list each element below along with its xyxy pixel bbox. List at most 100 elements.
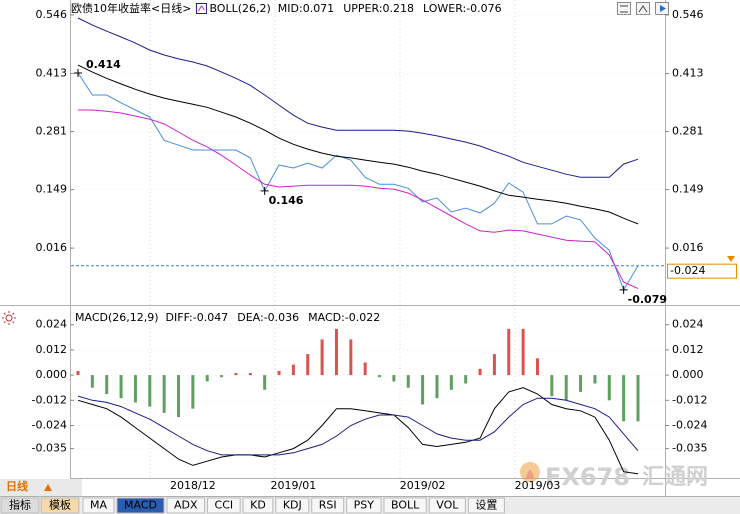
tab[interactable] [116, 497, 165, 514]
series-name: 欧债10年收益率 [71, 1, 151, 15]
extreme-marker [619, 285, 628, 294]
tab-label[interactable]: CCI [215, 499, 234, 512]
last-price-label: -0.024 [670, 264, 705, 277]
button[interactable] [636, 2, 650, 15]
low-label: 0.146 [269, 194, 304, 207]
tab-label[interactable]: 设置 [475, 499, 497, 512]
tab-label[interactable]: KDJ [283, 499, 302, 512]
macd-bar [105, 375, 109, 394]
macd-bar [579, 375, 583, 392]
macd-bar [162, 375, 166, 413]
macd-bar [248, 373, 252, 376]
series-line [77, 387, 639, 475]
macd-bar [507, 328, 511, 376]
tab-label[interactable]: VOL [436, 499, 459, 512]
tab[interactable] [166, 497, 206, 514]
macd-bar [277, 370, 281, 376]
y-tick-label: 0.024 [36, 318, 68, 331]
last-price-box [667, 263, 737, 279]
toolbar-left [0, 479, 82, 496]
tab[interactable] [242, 497, 274, 514]
tab[interactable] [207, 497, 241, 514]
y-tick-label: 0.012 [672, 343, 704, 356]
icon [2, 311, 16, 325]
macd-bar [76, 370, 80, 376]
series-line [77, 72, 639, 292]
tab[interactable] [82, 497, 115, 514]
period: <日线> [151, 1, 191, 15]
y-tick-label: -0.024 [32, 419, 67, 432]
macd-bar [492, 354, 496, 376]
left-tab-label[interactable]: 指标 [9, 498, 31, 512]
x-tick-label: 2019/01 [271, 479, 317, 492]
tab-label[interactable]: ADX [174, 499, 198, 512]
window-buttons[interactable] [617, 2, 669, 15]
tab[interactable] [311, 497, 345, 514]
macd-bar [406, 375, 410, 388]
legend-item: DIFF:-0.047 [166, 311, 229, 324]
period-label[interactable]: 日线 [6, 479, 28, 493]
macd-bar [334, 328, 338, 376]
indicator-icon[interactable] [2, 311, 16, 325]
macd-bar [177, 375, 181, 418]
legend-item: LOWER:-0.076 [423, 2, 502, 15]
y-tick-label: -0.035 [672, 442, 707, 455]
watermark-logo [520, 462, 540, 482]
tab[interactable] [383, 497, 427, 514]
macd-bar [550, 375, 554, 397]
macd-bar [320, 339, 324, 376]
y-tick-label: 0.149 [36, 183, 68, 196]
macd-bar [291, 364, 295, 376]
button[interactable] [617, 2, 631, 15]
macd-bar [636, 375, 640, 422]
macd-bar [220, 375, 224, 378]
tab-label[interactable]: MACD [124, 499, 157, 512]
series-line [77, 395, 639, 456]
macd-bar [133, 375, 137, 403]
tab[interactable] [346, 497, 382, 514]
tab[interactable] [467, 497, 505, 514]
macd-bar [205, 375, 209, 382]
macd-bar [392, 375, 396, 382]
y-tick-label: -0.024 [672, 419, 707, 432]
legend-item: UPPER:0.218 [343, 2, 414, 15]
indicator-icon [198, 5, 205, 12]
icon [660, 5, 666, 12]
macd-bar [535, 358, 539, 376]
left-tab[interactable] [40, 497, 80, 514]
indicator-icon[interactable] [195, 3, 207, 14]
y-tick-label: 0.149 [672, 183, 704, 196]
y-tick-label: 0.016 [672, 241, 704, 254]
period-arrow[interactable] [44, 484, 52, 491]
macd-bar [449, 375, 453, 390]
macd-bar [191, 375, 195, 409]
tab[interactable] [275, 497, 310, 514]
tab-label[interactable]: BOLL [391, 499, 420, 512]
macd-bar [607, 375, 611, 401]
logo [526, 470, 534, 478]
y-tick-label: -0.012 [32, 393, 67, 406]
y-tick-label: 0.016 [36, 241, 68, 254]
macd-bar [435, 375, 439, 399]
legend-item: MACD:-0.022 [308, 311, 380, 324]
y-tick-label: 0.012 [36, 343, 68, 356]
tab-label[interactable]: MA [90, 499, 107, 512]
left-tab[interactable] [0, 497, 40, 514]
tab-label[interactable]: PSY [354, 499, 375, 512]
left-tab-label[interactable]: 模板 [49, 498, 71, 512]
y-tick-label: 0.024 [672, 318, 704, 331]
tab-label[interactable]: RSI [319, 499, 337, 512]
x-tick-label: 2018/12 [170, 479, 216, 492]
low-label: -0.079 [628, 293, 667, 306]
high-label: 0.414 [86, 58, 121, 71]
macd-bar [378, 375, 382, 378]
legend-item: MID:0.071 [278, 2, 334, 15]
macd-bar [593, 375, 597, 384]
indicator-name: MACD(26,12,9) [75, 311, 159, 324]
extreme-marker [74, 69, 82, 78]
tab[interactable] [428, 497, 466, 514]
tab-label[interactable]: KD [250, 499, 266, 512]
